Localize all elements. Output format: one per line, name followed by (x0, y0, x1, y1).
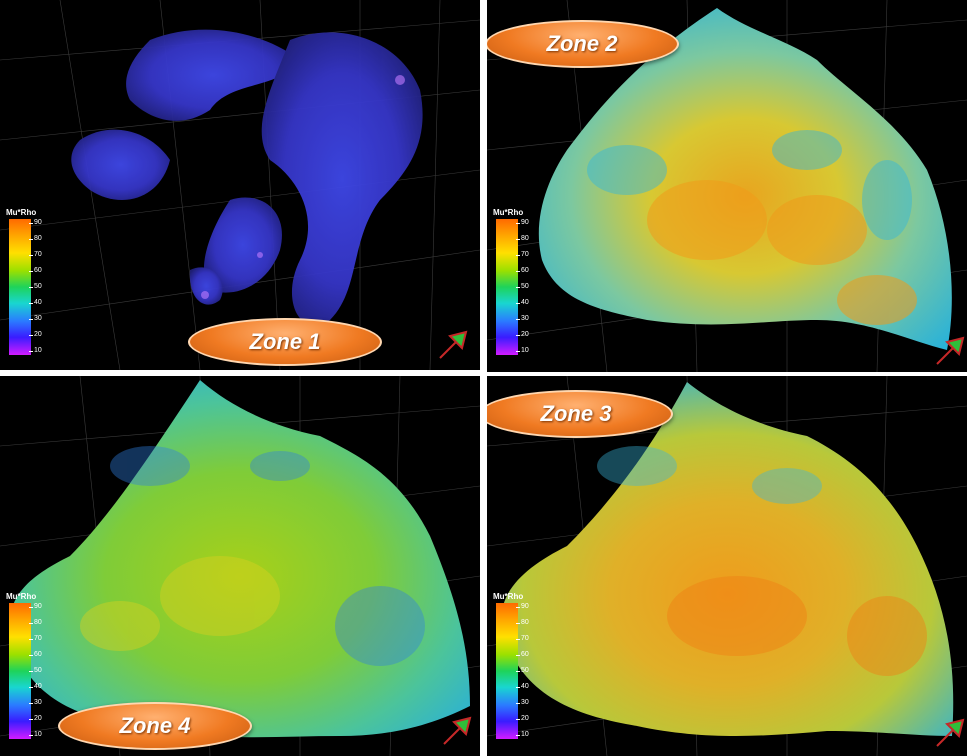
colorbar-tick: 30 (516, 699, 529, 706)
colorbar-tick: 80 (29, 235, 42, 242)
colorbar-tick: 50 (516, 667, 529, 674)
panel-zone-4: Mu*Rho 90 80 70 60 50 40 30 20 10 Zone 4 (0, 376, 480, 756)
colorbar-title: Mu*Rho (493, 592, 524, 601)
colorbar-tick: 70 (29, 251, 42, 258)
colorbar-tick: 40 (516, 683, 529, 690)
colorbar-tick: 70 (516, 635, 529, 642)
colorbar-tick: 60 (516, 267, 529, 274)
colorbar-tick: 90 (516, 603, 529, 610)
volume-render-zone-4 (0, 376, 480, 756)
colorbar-tick: 30 (516, 315, 529, 322)
colorbar-tick: 20 (29, 715, 42, 722)
colorbar-tick: 40 (516, 299, 529, 306)
zone-2-label: Zone 2 (487, 20, 679, 68)
colorbar-tick: 80 (516, 619, 529, 626)
colorbar-tick: 70 (516, 251, 529, 258)
zone-4-label: Zone 4 (58, 702, 252, 750)
compass-arrow-icon[interactable] (436, 328, 470, 362)
zone-3-label: Zone 3 (487, 390, 673, 438)
colorbar-tick: 90 (516, 219, 529, 226)
compass-arrow-icon[interactable] (933, 716, 967, 750)
colorbar-gradient (496, 219, 518, 355)
colorbar-tick: 90 (29, 603, 42, 610)
colorbar-tick: 10 (516, 347, 529, 354)
panel-zone-3: Mu*Rho 90 80 70 60 50 40 30 20 10 Zone 3 (487, 376, 967, 756)
panel-zone-2: Mu*Rho 90 80 70 60 50 40 30 20 10 Zone 2 (487, 0, 967, 372)
colorbar-tick: 50 (29, 667, 42, 674)
colorbar-tick: 50 (516, 283, 529, 290)
colorbar-tick: 20 (516, 715, 529, 722)
colorbar-gradient (496, 603, 518, 739)
colorbar: Mu*Rho 90 80 70 60 50 40 30 20 10 (6, 592, 68, 742)
colorbar-tick: 30 (29, 699, 42, 706)
colorbar-tick: 90 (29, 219, 42, 226)
colorbar-tick: 50 (29, 283, 42, 290)
colorbar-tick: 40 (29, 299, 42, 306)
colorbar-tick: 10 (516, 731, 529, 738)
compass-arrow-icon[interactable] (933, 334, 967, 368)
colorbar-title: Mu*Rho (493, 208, 524, 217)
colorbar-gradient (9, 603, 31, 739)
colorbar-tick: 60 (516, 651, 529, 658)
colorbar-tick: 40 (29, 683, 42, 690)
colorbar-tick: 20 (516, 331, 529, 338)
colorbar: Mu*Rho 90 80 70 60 50 40 30 20 10 (6, 208, 68, 358)
colorbar-tick: 10 (29, 347, 42, 354)
colorbar-tick: 20 (29, 331, 42, 338)
volume-render-zone-1 (0, 0, 480, 370)
colorbar-tick: 70 (29, 635, 42, 642)
colorbar-title: Mu*Rho (6, 592, 37, 601)
colorbar: Mu*Rho 90 80 70 60 50 40 30 20 10 (493, 592, 555, 742)
compass-arrow-icon[interactable] (440, 714, 474, 748)
panel-zone-1: Mu*Rho 90 80 70 60 50 40 30 20 10 Zone 1 (0, 0, 480, 370)
colorbar: Mu*Rho 90 80 70 60 50 40 30 20 10 (493, 208, 555, 358)
colorbar-tick: 10 (29, 731, 42, 738)
volume-render-zone-3 (487, 376, 967, 756)
zone-1-label: Zone 1 (188, 318, 382, 366)
colorbar-tick: 60 (29, 267, 42, 274)
colorbar-tick: 80 (516, 235, 529, 242)
colorbar-tick: 30 (29, 315, 42, 322)
colorbar-gradient (9, 219, 31, 355)
colorbar-tick: 60 (29, 651, 42, 658)
colorbar-tick: 80 (29, 619, 42, 626)
volume-render-zone-2 (487, 0, 967, 372)
colorbar-title: Mu*Rho (6, 208, 37, 217)
